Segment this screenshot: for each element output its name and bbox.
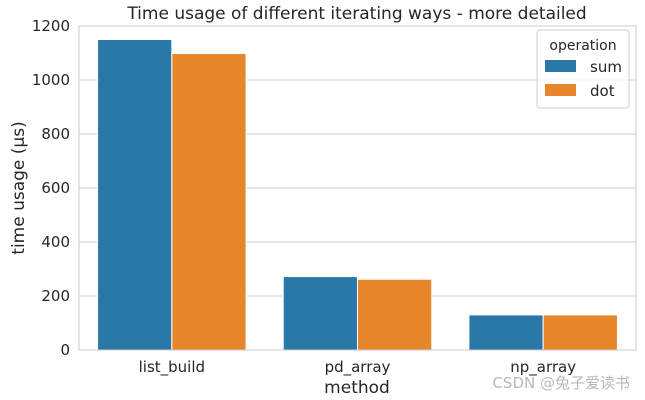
bar-sum-np_array [468, 314, 544, 351]
y-tick-label: 200 [41, 287, 70, 305]
legend-swatch-dot [545, 84, 576, 96]
x-tick-label: np_array [510, 358, 576, 377]
y-axis-title: time usage (μs) [9, 121, 29, 254]
y-tick-label: 1000 [32, 71, 70, 89]
bar-dot-np_array [542, 314, 618, 351]
legend-label-sum: sum [590, 58, 622, 76]
y-tick-label: 800 [41, 125, 70, 143]
x-axis-title: method [324, 378, 390, 398]
bar-sum-list_build [97, 39, 173, 351]
legend: operation sum dot [536, 29, 630, 109]
legend-title: operation [549, 38, 616, 54]
legend-swatch-sum [545, 60, 576, 72]
watermark: CSDN @兔子爱读书 [492, 374, 630, 392]
x-tick-labels: list_build pd_array np_array [139, 358, 577, 377]
x-tick-label: pd_array [325, 358, 391, 377]
legend-label-dot: dot [590, 82, 615, 100]
y-tick-label: 600 [41, 179, 70, 197]
bar-dot-pd_array [357, 278, 433, 351]
plot-frame [78, 25, 637, 351]
y-tick-label: 0 [60, 341, 70, 359]
bar-sum-pd_array [282, 276, 359, 351]
y-tick-label: 1200 [32, 17, 70, 35]
bar-dot-list_build [171, 53, 247, 351]
x-tick-label: list_build [139, 358, 205, 377]
y-tick-label: 400 [41, 233, 70, 251]
chart-title: Time usage of different iterating ways -… [126, 4, 586, 24]
y-tick-labels: 0 200 400 600 800 1000 1200 [32, 17, 70, 359]
